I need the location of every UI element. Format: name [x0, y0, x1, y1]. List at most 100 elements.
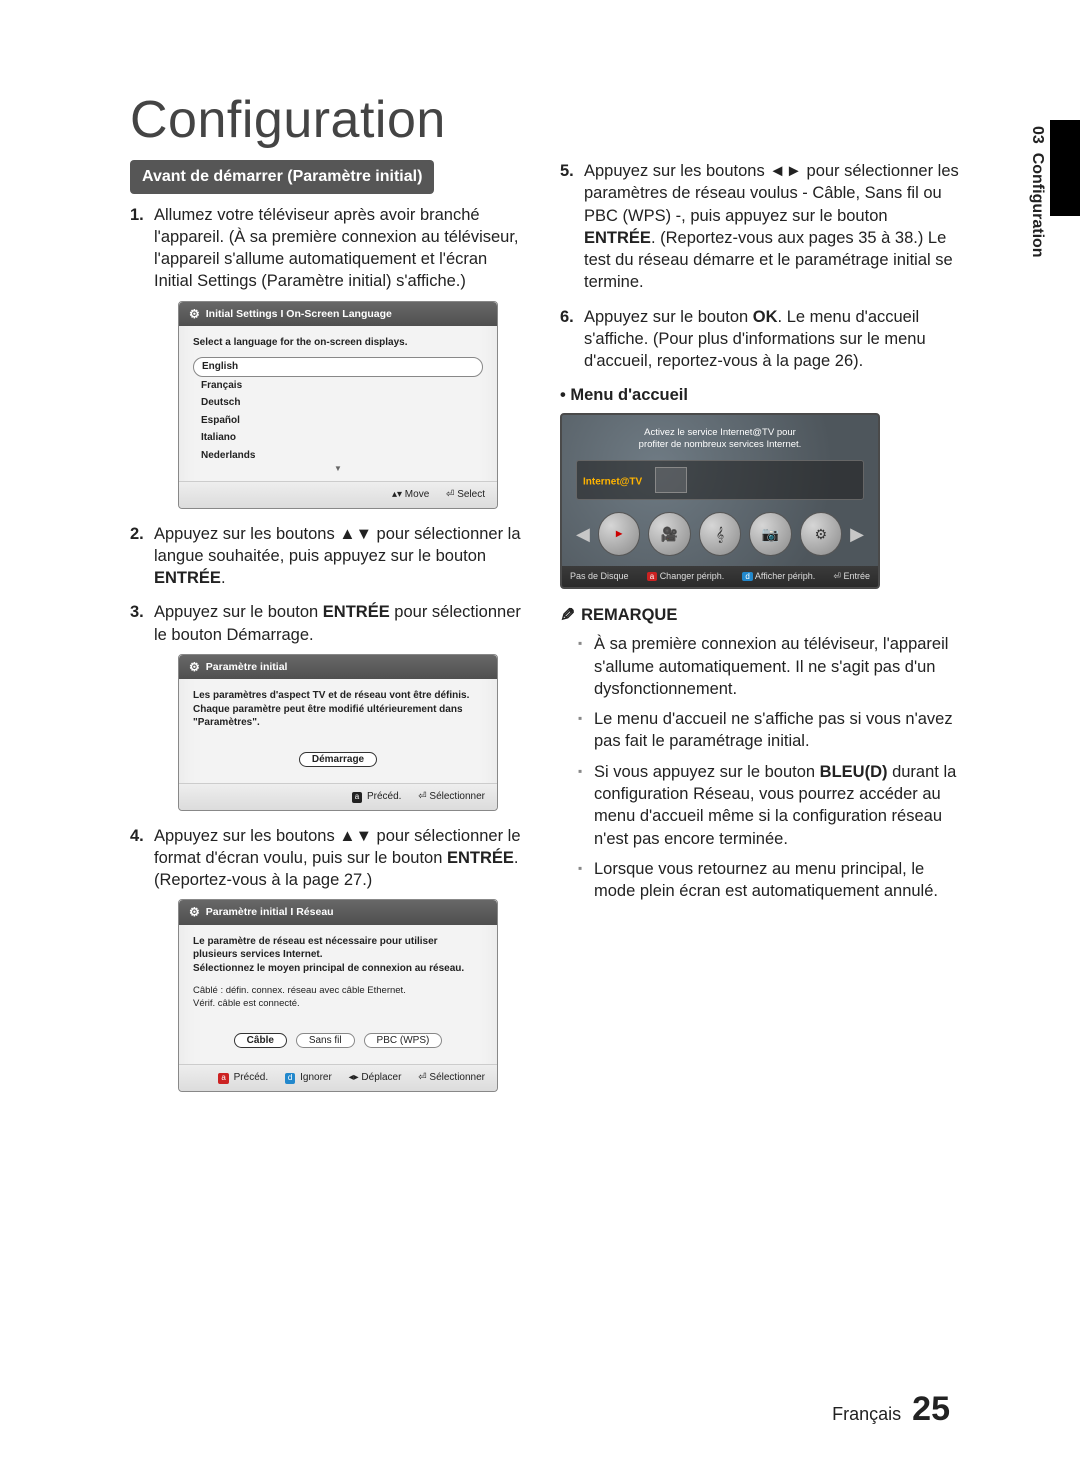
dialog-titlebar: Paramètre initial I Réseau	[179, 900, 497, 924]
home-orb-settings[interactable]: ⚙	[800, 512, 842, 556]
home-foot-change: a Changer périph.	[647, 570, 725, 583]
home-top-hint: Activez le service Internet@TV pour prof…	[562, 415, 878, 457]
side-tab: 03 Configuration	[1024, 120, 1080, 264]
dialog-line1: Le paramètre de réseau est nécessaire po…	[193, 935, 483, 962]
side-section-label: 03 Configuration	[1024, 120, 1050, 264]
dialog-footer: a Précéd. ⏎ Sélectionner	[179, 783, 497, 810]
home-orb-youtube[interactable]: ▶	[598, 512, 640, 556]
step-text-a: Appuyez sur le bouton	[584, 308, 753, 326]
side-section-text: Configuration	[1029, 153, 1046, 258]
step-4: 4. Appuyez sur les boutons ▲▼ pour sélec…	[130, 825, 530, 1092]
remarque-label: REMARQUE	[581, 604, 677, 626]
home-row: ◀ ▶ 🎥 𝄞 📷 ⚙ ▶	[562, 508, 878, 566]
step-text-a: Appuyez sur les boutons ▲▼ pour sélectio…	[154, 525, 521, 565]
step-text-a: Appuyez sur le bouton	[154, 603, 323, 621]
page: 03 Configuration Configuration Avant de …	[0, 0, 1080, 1479]
home-foot-enter: ⏎ Entrée	[833, 570, 870, 583]
dialog-line2: Sélectionnez le moyen principal de conne…	[193, 962, 483, 976]
step-num: 3.	[130, 601, 144, 623]
steps-left: 1. Allumez votre téléviseur après avoir …	[130, 204, 530, 1092]
step-2: 2. Appuyez sur les boutons ▲▼ pour sélec…	[130, 523, 530, 590]
step-num: 2.	[130, 523, 144, 545]
pbc-button[interactable]: PBC (WPS)	[364, 1033, 443, 1049]
home-hint-line2: profiter de nombreux services Internet.	[592, 439, 848, 452]
parametre-initial-dialog: Paramètre initial Les paramètres d'aspec…	[178, 654, 498, 811]
cable-button[interactable]: Câble	[234, 1033, 287, 1049]
lang-option-deutsch[interactable]: Deutsch	[193, 394, 483, 412]
left-column: Avant de démarrer (Paramètre initial) 1.…	[130, 160, 530, 1106]
footer-lang: Français	[832, 1404, 901, 1424]
step-text: Allumez votre téléviseur après avoir bra…	[154, 206, 519, 291]
onscreen-language-dialog: Initial Settings I On-Screen Language Se…	[178, 301, 498, 509]
step-num: 6.	[560, 306, 574, 328]
remarque-text-a: Si vous appuyez sur le bouton	[594, 763, 820, 781]
lang-option-italiano[interactable]: Italiano	[193, 429, 483, 447]
step-1: 1. Allumez votre téléviseur après avoir …	[130, 204, 530, 509]
demarrage-button[interactable]: Démarrage	[299, 752, 377, 768]
dialog-title: Paramètre initial I Réseau	[206, 905, 334, 919]
gear-icon	[189, 904, 200, 920]
footer-move: ▴▾ Move	[392, 489, 429, 500]
dialog-title: Initial Settings I On-Screen Language	[206, 307, 392, 321]
footer-prev: a Précéd.	[352, 791, 402, 802]
dialog-title: Paramètre initial	[206, 660, 288, 674]
footer-page-number: 25	[912, 1390, 950, 1428]
header-row: Configuration	[130, 90, 960, 150]
footer-move: ◂▸ Déplacer	[349, 1072, 402, 1083]
step-num: 4.	[130, 825, 144, 847]
side-tab-marker	[1050, 120, 1080, 216]
footer-ignore: d Ignorer	[285, 1072, 332, 1083]
lang-option-francais[interactable]: Français	[193, 377, 483, 395]
home-banner[interactable]: Internet@TV	[576, 460, 864, 500]
gear-icon	[189, 659, 200, 675]
dialog-titlebar: Initial Settings I On-Screen Language	[179, 302, 497, 326]
language-list: English Français Deutsch Español Italian…	[193, 357, 483, 464]
step-num: 5.	[560, 160, 574, 182]
home-footer: Pas de Disque a Changer périph. d Affich…	[562, 566, 878, 587]
gear-icon	[189, 306, 200, 322]
dialog-hint2: Vérif. câble est connecté.	[193, 998, 483, 1011]
dialog-line2: Chaque paramètre peut être modifié ultér…	[193, 703, 483, 730]
columns: Avant de démarrer (Paramètre initial) 1.…	[130, 160, 960, 1106]
step-text-b: .	[221, 569, 226, 587]
home-orb-videos[interactable]: 🎥	[648, 512, 690, 556]
remarque-item: Le menu d'accueil ne s'affiche pas si vo…	[578, 708, 960, 753]
remarque-item: Si vous appuyez sur le bouton BLEU(D) du…	[578, 761, 960, 850]
home-orb-photos[interactable]: 📷	[749, 512, 791, 556]
home-hint-line1: Activez le service Internet@TV pour	[592, 427, 848, 440]
sansfil-button[interactable]: Sans fil	[296, 1033, 355, 1049]
dialog-line1: Les paramètres d'aspect TV et de réseau …	[193, 689, 483, 703]
lang-option-english[interactable]: English	[193, 357, 483, 377]
page-title: Configuration	[130, 90, 446, 150]
dialog-footer: ▴▾ Move ⏎ Select	[179, 481, 497, 508]
remarque-item: Lorsque vous retournez au menu principal…	[578, 858, 960, 903]
step-bold: ENTRÉE	[447, 849, 514, 867]
right-column: 5. Appuyez sur les boutons ◄► pour sélec…	[560, 160, 960, 1106]
remarque-bold: BLEU(D)	[820, 763, 888, 781]
lang-option-nederlands[interactable]: Nederlands	[193, 447, 483, 465]
reseau-dialog: Paramètre initial I Réseau Le paramètre …	[178, 899, 498, 1091]
lang-option-espanol[interactable]: Español	[193, 412, 483, 430]
step-3: 3. Appuyez sur le bouton ENTRÉE pour sél…	[130, 601, 530, 810]
footer-select: ⏎ Sélectionner	[418, 1072, 485, 1083]
home-menu-screen: Activez le service Internet@TV pour prof…	[560, 413, 880, 589]
side-section-num: 03	[1029, 126, 1046, 144]
step-5: 5. Appuyez sur les boutons ◄► pour sélec…	[560, 160, 960, 294]
step-bold: OK	[753, 308, 778, 326]
remarque-list: À sa première connexion au téléviseur, l…	[578, 633, 960, 902]
step-bold: ENTRÉE	[154, 569, 221, 587]
home-orb-music[interactable]: 𝄞	[699, 512, 741, 556]
step-num: 1.	[130, 204, 144, 226]
step-bold: ENTRÉE	[584, 229, 651, 247]
chevron-right-icon[interactable]: ▶	[850, 522, 864, 546]
footer-prev: a Précéd.	[218, 1072, 268, 1083]
menu-accueil-heading: • Menu d'accueil	[560, 384, 960, 406]
banner-thumb	[655, 467, 687, 493]
footer-select: ⏎ Sélectionner	[418, 791, 485, 802]
chevron-left-icon[interactable]: ◀	[576, 522, 590, 546]
dialog-titlebar: Paramètre initial	[179, 655, 497, 679]
remarque-heading: REMARQUE	[560, 603, 960, 627]
home-foot-nodisc: Pas de Disque	[570, 570, 629, 583]
section-header-initial: Avant de démarrer (Paramètre initial)	[130, 160, 434, 194]
dialog-help: Select a language for the on-screen disp…	[193, 336, 483, 350]
